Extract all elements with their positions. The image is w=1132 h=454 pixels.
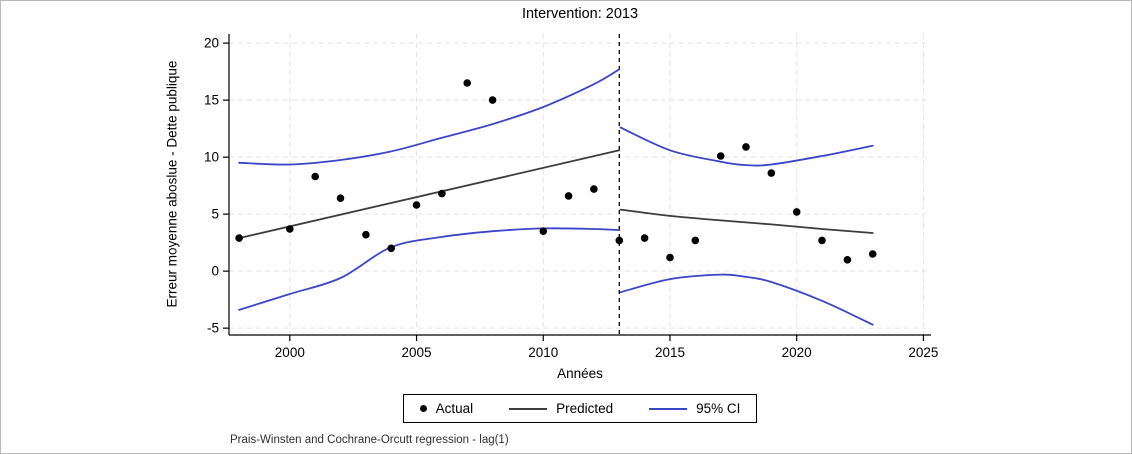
legend-item-actual: Actual bbox=[419, 401, 474, 416]
y-tick-label: 0 bbox=[211, 264, 219, 279]
actual-dot-marker-icon bbox=[419, 405, 427, 412]
actual-data-point bbox=[818, 236, 826, 245]
x-tick-label: 2005 bbox=[402, 345, 432, 360]
actual-data-point bbox=[488, 96, 497, 104]
actual-data-point bbox=[640, 234, 649, 242]
x-tick-label: 2015 bbox=[655, 345, 685, 360]
actual-data-point bbox=[286, 225, 294, 233]
series-line-predicted-pre-intervention- bbox=[238, 149, 621, 239]
regression-note: Prais-Winsten and Cochrane-Orcutt regres… bbox=[230, 434, 509, 446]
actual-data-point bbox=[539, 227, 548, 235]
x-tick-label: 2025 bbox=[908, 345, 938, 360]
actual-data-point bbox=[235, 234, 243, 242]
actual-data-point bbox=[336, 194, 345, 202]
legend-label-ci: 95% CI bbox=[696, 401, 741, 416]
chart-title: Intervention: 2013 bbox=[521, 6, 639, 22]
x-tick-label: 2020 bbox=[782, 345, 812, 360]
y-tick-label: 15 bbox=[204, 93, 219, 108]
x-tick-label: 2000 bbox=[275, 345, 305, 360]
actual-data-point bbox=[438, 189, 446, 198]
y-axis-title: Erreur moyenne aboslue - Dette publique bbox=[164, 60, 180, 308]
legend: Actual Predicted 95% CI bbox=[229, 394, 931, 423]
series-line-predicted-post-intervention- bbox=[619, 208, 874, 234]
legend-item-predicted: Predicted bbox=[509, 401, 613, 416]
actual-data-point bbox=[868, 250, 877, 258]
y-tick-label: 5 bbox=[211, 207, 219, 222]
legend-label-predicted: Predicted bbox=[556, 401, 614, 416]
y-tick-label: 20 bbox=[204, 36, 219, 51]
series-line-95-ci-upper-pre-intervention- bbox=[238, 68, 621, 166]
series-line-95-ci-lower-pre-intervention- bbox=[238, 227, 621, 311]
actual-data-point bbox=[590, 185, 598, 193]
actual-data-point bbox=[362, 230, 370, 239]
actual-data-point bbox=[463, 79, 472, 87]
actual-data-point bbox=[666, 253, 674, 262]
actual-data-point bbox=[792, 208, 801, 216]
actual-data-point bbox=[564, 192, 573, 200]
actual-data-point bbox=[843, 255, 852, 264]
predicted-line-marker-icon bbox=[509, 407, 548, 410]
x-tick-label: 2010 bbox=[528, 345, 558, 360]
series-line-95-ci-upper-post-intervention- bbox=[619, 126, 874, 167]
actual-data-point bbox=[691, 236, 700, 245]
x-axis-title: Années bbox=[557, 366, 603, 381]
y-tick-label: -5 bbox=[207, 321, 219, 336]
actual-data-point bbox=[716, 152, 725, 160]
actual-data-point bbox=[742, 143, 750, 151]
legend-item-ci: 95% CI bbox=[649, 401, 740, 416]
legend-box: Actual Predicted 95% CI bbox=[402, 394, 758, 423]
series-line-95-ci-lower-post-intervention- bbox=[619, 273, 874, 326]
actual-data-point bbox=[767, 169, 776, 177]
y-tick-label: 10 bbox=[204, 150, 219, 165]
actual-data-point bbox=[387, 244, 396, 253]
actual-data-point bbox=[615, 236, 624, 245]
ci-line-marker-icon bbox=[649, 407, 688, 410]
legend-label-actual: Actual bbox=[435, 401, 474, 416]
actual-data-point bbox=[311, 172, 320, 181]
actual-data-point bbox=[412, 201, 421, 209]
